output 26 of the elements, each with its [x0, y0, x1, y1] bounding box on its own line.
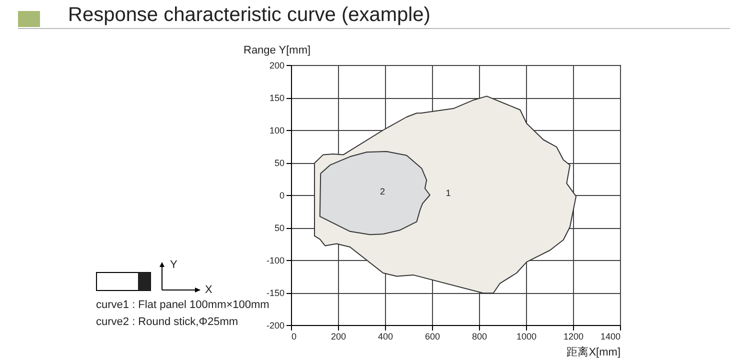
x-tick-label: 1000	[516, 332, 537, 342]
y-tick-label: -150	[266, 288, 284, 298]
y-tick-label: 0	[279, 190, 284, 200]
y-tick-label: -100	[266, 256, 284, 266]
series-label: 2	[380, 186, 385, 197]
y-axis-title: Range Y[mm]	[244, 44, 311, 56]
y-tick-label: -200	[266, 320, 284, 330]
x-tick-label: 400	[378, 332, 394, 342]
text: curve2 : Round stick,Φ25mm	[96, 316, 238, 328]
x-tick-label: 600	[424, 332, 440, 342]
y-tick-label: 50	[274, 223, 284, 233]
text: curve1 : Flat panel 100mm×100mm	[96, 299, 270, 311]
series-label: 1	[446, 188, 451, 198]
text: Y	[170, 259, 178, 271]
x-axis-title: 距离X[mm]	[566, 346, 620, 358]
y-tick-label: 200	[269, 60, 284, 70]
x-tick-label: 1400	[600, 332, 620, 342]
x-tick-label: 1200	[563, 332, 584, 342]
chart-title: Response characteristic curve (example)	[68, 4, 430, 27]
y-tick-label: 50	[274, 158, 284, 168]
y-tick-label: 150	[269, 93, 284, 103]
x-tick-label: 0	[292, 332, 297, 342]
x-tick-label: 200	[330, 332, 346, 342]
x-tick-label: 800	[472, 332, 488, 342]
y-tick-label: 100	[269, 126, 284, 136]
text: X	[205, 284, 212, 296]
